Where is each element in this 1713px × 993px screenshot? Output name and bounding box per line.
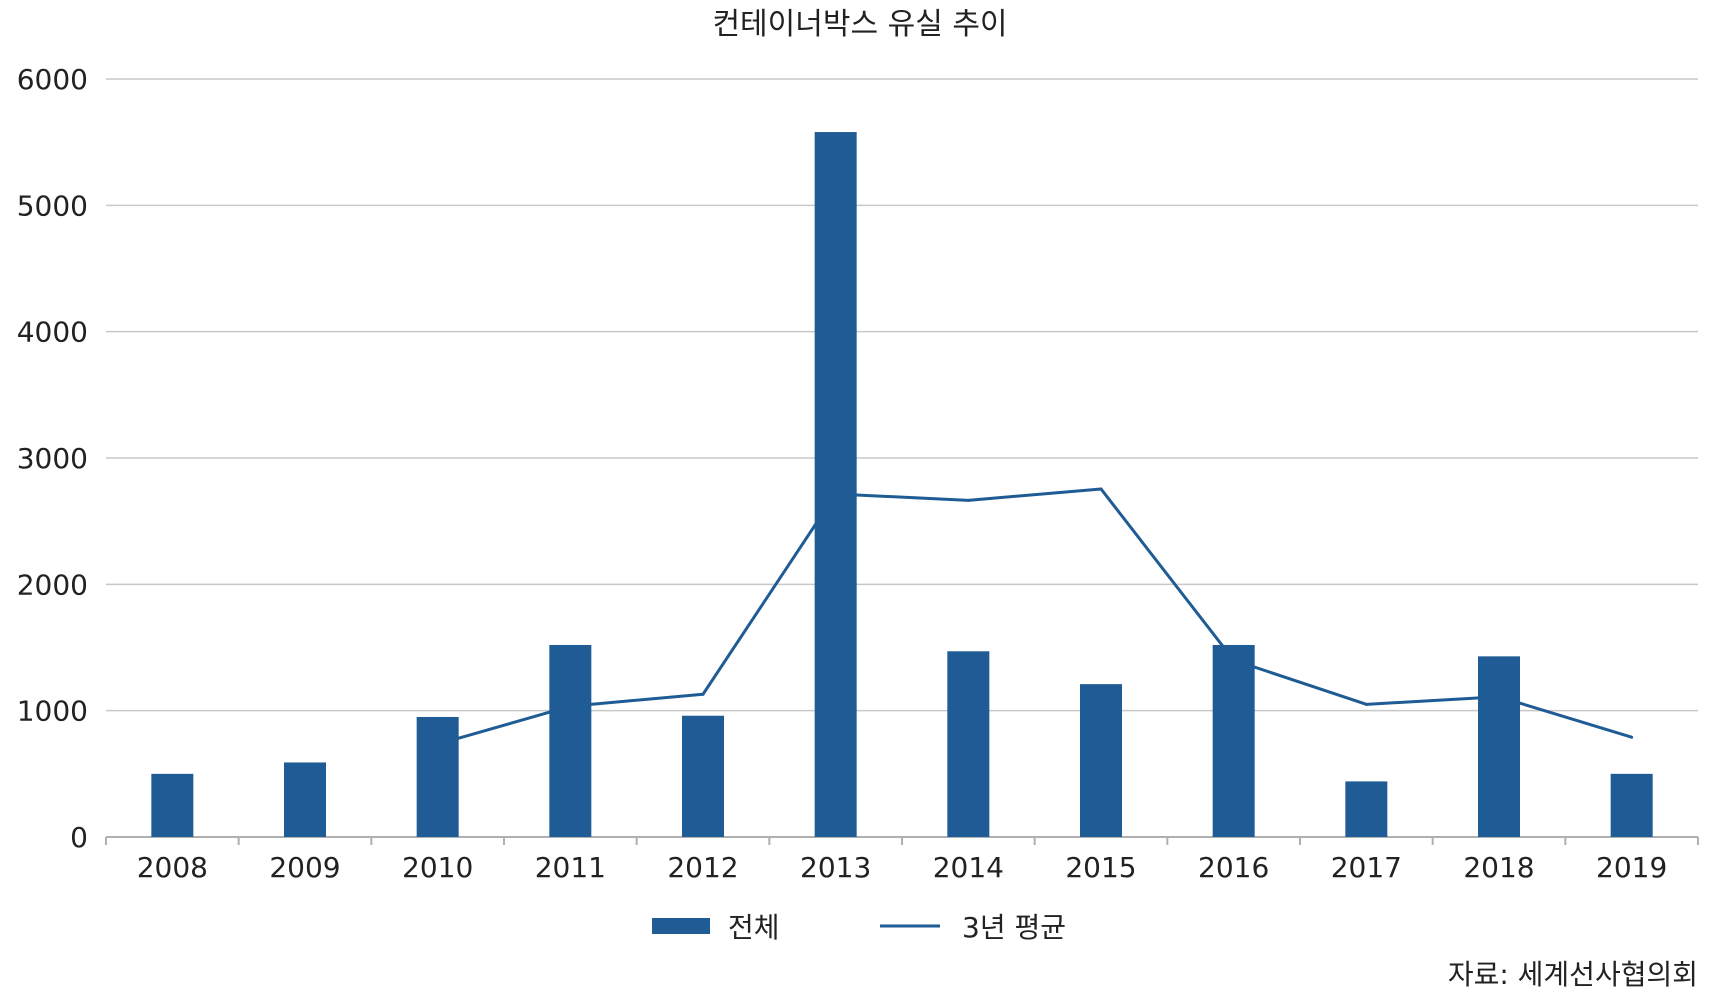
line-point-2015 [1099,487,1103,491]
y-tick-label-2000: 2000 [17,568,88,601]
line-point-2018 [1497,695,1501,699]
x-tick-label-2018: 2018 [1463,851,1534,884]
line-point-2011 [568,704,572,708]
legend-label-3yr-average: 3년 평균 [962,911,1066,944]
x-tick-label-2012: 2012 [667,851,738,884]
legend-label-total: 전체 [728,911,780,944]
bar-2015 [1080,684,1122,837]
y-tick-label-1000: 1000 [17,695,88,728]
bar-2019 [1610,773,1653,837]
x-tick-label-2014: 2014 [933,851,1004,884]
y-tick-label-3000: 3000 [17,442,88,475]
axes: 0 1000 2000 3000 4000 5000 6000 2008 2009 2010 201… [17,63,1699,884]
source-note: 자료: 세계선사협의회 [1448,958,1698,991]
line-point-2010 [436,742,440,746]
y-tick-label-6000: 6000 [17,63,88,96]
x-tick-label-2010: 2010 [402,851,473,884]
gridlines [106,78,1698,712]
x-tick-label-2019: 2019 [1596,851,1667,884]
bar-2018 [1478,656,1520,837]
bar-series [151,132,1653,837]
line-point-2012 [701,692,705,696]
line-3yr-average [437,487,1633,746]
line-point-2019 [1630,735,1634,739]
bar-2016 [1212,644,1255,837]
bar-2014 [947,651,990,837]
legend: 전체 3년 평균 [652,911,1066,944]
x-tick-label-2009: 2009 [269,851,340,884]
line-point-2014 [966,498,970,502]
x-tick-label-2017: 2017 [1331,851,1402,884]
y-tick-label-0: 0 [70,821,88,854]
x-tick-label-2011: 2011 [535,851,606,884]
bar-2008 [151,773,194,837]
bar-2009 [284,762,326,837]
y-tick-label-4000: 4000 [17,316,88,349]
bar-2010 [416,716,459,837]
chart-title: 컨테이너박스 유실 추이 [712,7,1007,42]
x-tick-label-2013: 2013 [800,851,871,884]
line-series [436,487,1634,746]
bar-2017 [1345,781,1388,837]
x-tick-label-2016: 2016 [1198,851,1269,884]
bar-2013 [814,132,857,837]
legend-swatch-total [652,918,710,934]
bar-2012 [682,715,724,837]
line-point-2016 [1232,658,1236,662]
y-tick-label-5000: 5000 [17,189,88,222]
bar-2011 [549,644,592,837]
x-tick-label-2008: 2008 [137,851,208,884]
line-point-2013 [834,492,838,496]
x-tick-label-2015: 2015 [1065,851,1136,884]
line-point-2017 [1364,702,1368,706]
